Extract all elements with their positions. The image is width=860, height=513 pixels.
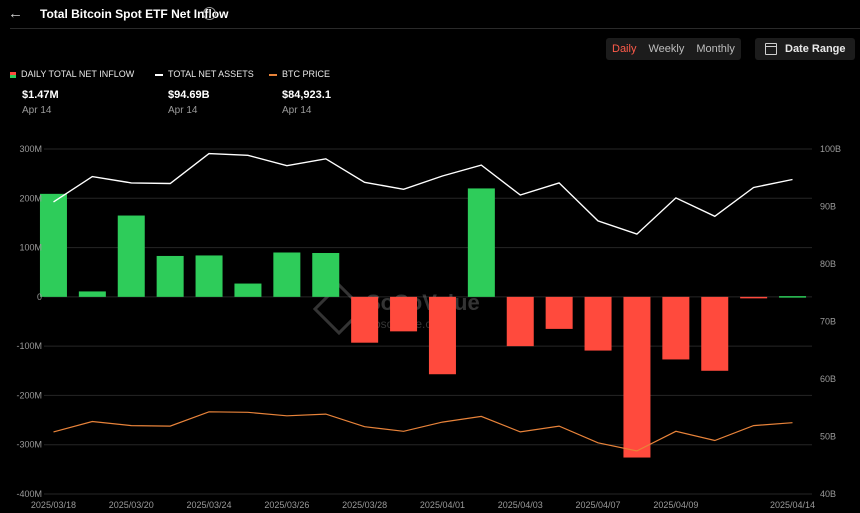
price-swatch-icon [269, 73, 277, 76]
inflow-bar [78, 291, 106, 297]
legend-assets: TOTAL NET ASSETS [155, 69, 254, 79]
left-axis-tick-label: -300M [16, 440, 42, 450]
watermark-brand: SoSoValue [366, 290, 480, 315]
left-axis-tick-label: 300M [19, 144, 42, 154]
legend-price: BTC PRICE [269, 69, 330, 79]
price-value: $84,923.1 [282, 89, 331, 101]
right-axis-tick-label: 60B [820, 374, 836, 384]
axes-layer: 300M 200M 100M 0 -100M -200M -300M -400M 100B 90B… [16, 144, 841, 510]
total-net-assets-line [53, 152, 793, 235]
inflow-bar [273, 252, 301, 297]
legend-inflow: DAILY TOTAL NET INFLOW [10, 69, 134, 79]
inflow-value: $1.47M [22, 89, 59, 101]
legend-price-label: BTC PRICE [282, 69, 331, 79]
date-range-label: Date Range [785, 43, 846, 55]
inflow-bar [740, 296, 768, 299]
x-axis-tick-label: 2025/03/26 [264, 500, 309, 510]
bars-layer [39, 188, 807, 458]
assets-swatch-icon [155, 73, 163, 76]
assets-value: $94.69B [168, 89, 210, 101]
x-axis-tick-label: 2025/04/07 [576, 500, 621, 510]
left-axis-tick-label: -100M [16, 341, 42, 351]
inflow-bar [117, 215, 145, 297]
left-axis-tick-label: 200M [19, 193, 42, 203]
inflow-bar [662, 296, 690, 360]
inflow-bar [390, 296, 418, 332]
inflow-swatch-icon [10, 71, 16, 78]
inflow-bar [779, 296, 807, 298]
assets-date: Apr 14 [168, 105, 198, 116]
x-axis-tick-label: 2025/03/18 [31, 500, 76, 510]
inflow-bar [312, 252, 340, 297]
top-bar: ← Total Bitcoin Spot ETF Net Inflow i [0, 0, 860, 30]
right-axis-tick-label: 40B [820, 489, 836, 499]
inflow-bar [195, 255, 223, 297]
tab-monthly[interactable]: Monthly [696, 43, 735, 55]
inflow-bar [351, 296, 379, 343]
lines-layer [53, 152, 793, 452]
calendar-icon [765, 43, 777, 55]
right-axis-tick-label: 70B [820, 317, 836, 327]
period-tabs: Daily Weekly Monthly [606, 38, 741, 60]
right-axis-tick-label: 80B [820, 259, 836, 269]
legend-inflow-label: DAILY TOTAL NET INFLOW [21, 69, 135, 79]
btc-price-line [53, 411, 793, 452]
x-axis-tick-label: 2025/04/14 [770, 500, 815, 510]
x-axis-tick-label: 2025/03/20 [109, 500, 154, 510]
inflow-bar [623, 296, 651, 458]
inflow-bar [545, 296, 573, 329]
watermark-logo-icon [312, 282, 366, 336]
x-axis-tick-label: 2025/04/09 [653, 500, 698, 510]
inflow-bar [234, 283, 262, 297]
tab-daily[interactable]: Daily [612, 43, 637, 55]
right-axis-tick-label: 90B [820, 202, 836, 212]
info-icon[interactable]: i [203, 7, 216, 20]
header-divider [10, 28, 860, 29]
left-axis-tick-label: -400M [16, 489, 42, 499]
arrow-left-icon[interactable]: ← [8, 5, 23, 22]
inflow-bar [467, 188, 495, 297]
right-axis-tick-label: 50B [820, 432, 836, 442]
inflow-date: Apr 14 [22, 105, 52, 116]
x-axis-tick-label: 2025/04/03 [498, 500, 543, 510]
inflow-bar [39, 193, 67, 297]
inflow-bar [428, 296, 456, 375]
inflow-bar [584, 296, 612, 351]
page-title: Total Bitcoin Spot ETF Net Inflow [40, 7, 229, 21]
legend-assets-label: TOTAL NET ASSETS [168, 69, 254, 79]
left-axis-tick-label: -200M [16, 390, 42, 400]
price-date: Apr 14 [282, 105, 312, 116]
tab-weekly[interactable]: Weekly [648, 43, 685, 55]
inflow-bar [701, 296, 729, 371]
left-axis-tick-label: 0 [37, 292, 42, 302]
left-axis-tick-label: 100M [19, 243, 42, 253]
inflow-bar [156, 255, 184, 297]
x-axis-tick-label: 2025/03/24 [187, 500, 232, 510]
date-range-button[interactable]: Date Range [755, 38, 855, 60]
x-axis-tick-label: 2025/03/28 [342, 500, 387, 510]
x-axis-tick-label: 2025/04/01 [420, 500, 465, 510]
right-axis-tick-label: 100B [820, 144, 841, 154]
inflow-bar [506, 296, 534, 347]
